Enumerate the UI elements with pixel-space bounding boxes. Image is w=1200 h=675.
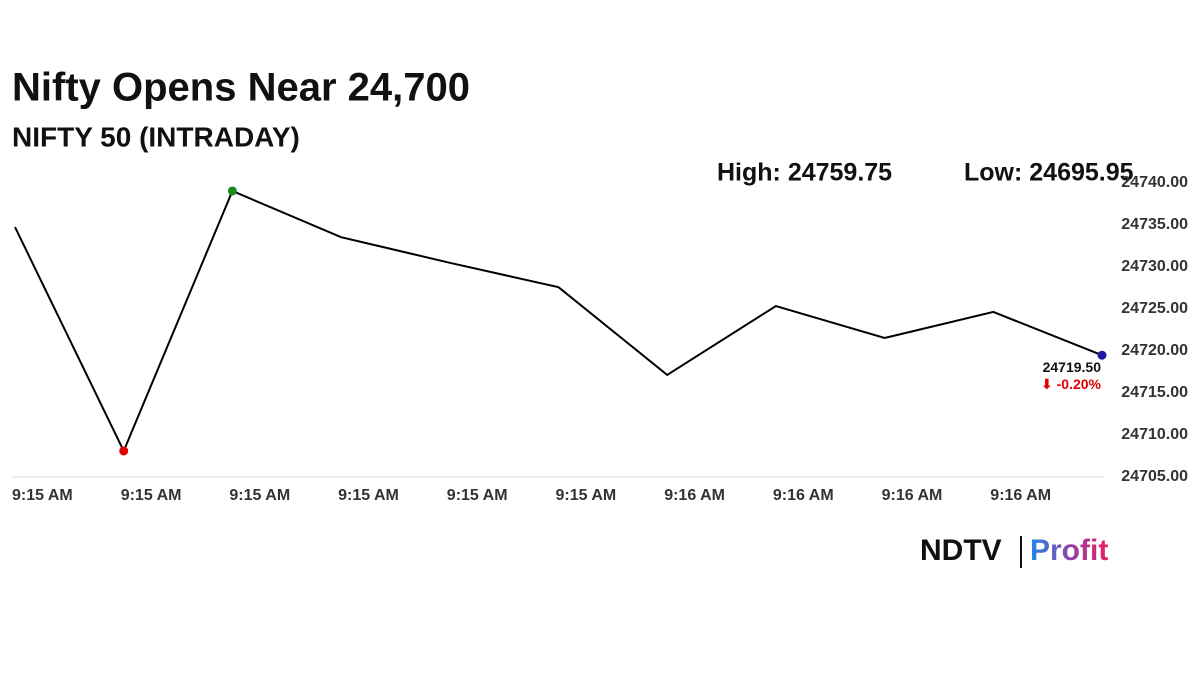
- low-annotation: Low: 24695.95: [964, 159, 1134, 187]
- line: [14, 189, 1103, 454]
- x-tick-label: 9:15 AM: [12, 487, 73, 504]
- logo-right: Profit: [1030, 534, 1108, 567]
- x-tick-label: 9:15 AM: [447, 487, 508, 504]
- y-tick-label: 24715.00: [1121, 384, 1188, 401]
- chart-title: Nifty Opens Near 24,700: [12, 66, 470, 110]
- x-tick-label: 9:16 AM: [882, 487, 943, 504]
- x-tick-label: 9:15 AM: [121, 487, 182, 504]
- x-tick-label: 9:15 AM: [556, 487, 617, 504]
- x-tick-label: 9:16 AM: [773, 487, 834, 504]
- x-tick-label: 9:15 AM: [229, 487, 290, 504]
- high-annotation: High: 24759.75: [717, 159, 892, 187]
- x-tick-label: 9:16 AM: [990, 487, 1051, 504]
- value-label: 24719.50: [1043, 359, 1102, 375]
- logo-left: NDTV: [920, 534, 1002, 567]
- y-tick-label: 24730.00: [1121, 258, 1188, 275]
- y-tick-label: 24720.00: [1121, 342, 1188, 359]
- y-tick-label: 24710.00: [1121, 426, 1188, 443]
- x-tick-label: 9:15 AM: [338, 487, 399, 504]
- min-marker: [119, 446, 129, 456]
- chart-subtitle: NIFTY 50 (INTRADAY): [12, 121, 300, 152]
- y-tick-label: 24725.00: [1121, 300, 1188, 317]
- max-marker: [227, 186, 237, 196]
- x-tick-label: 9:16 AM: [664, 487, 725, 504]
- down-arrow: ⬇: [1041, 376, 1057, 392]
- y-tick-label: 24740.00: [1121, 174, 1188, 191]
- change-value: -0.20%: [1057, 376, 1102, 392]
- last-marker: [1097, 350, 1107, 360]
- y-tick-label: 24735.00: [1121, 216, 1188, 233]
- y-tick-label: 24705.00: [1121, 468, 1188, 485]
- change-label: ⬇ -0.20%: [1041, 376, 1102, 392]
